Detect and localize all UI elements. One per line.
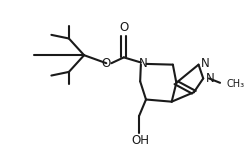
Text: O: O [102,57,111,70]
Text: OH: OH [131,134,149,147]
Text: CH₃: CH₃ [227,79,245,89]
Text: N: N [139,57,148,70]
Text: N: N [206,72,215,85]
Text: O: O [119,21,128,34]
Text: N: N [201,57,210,70]
